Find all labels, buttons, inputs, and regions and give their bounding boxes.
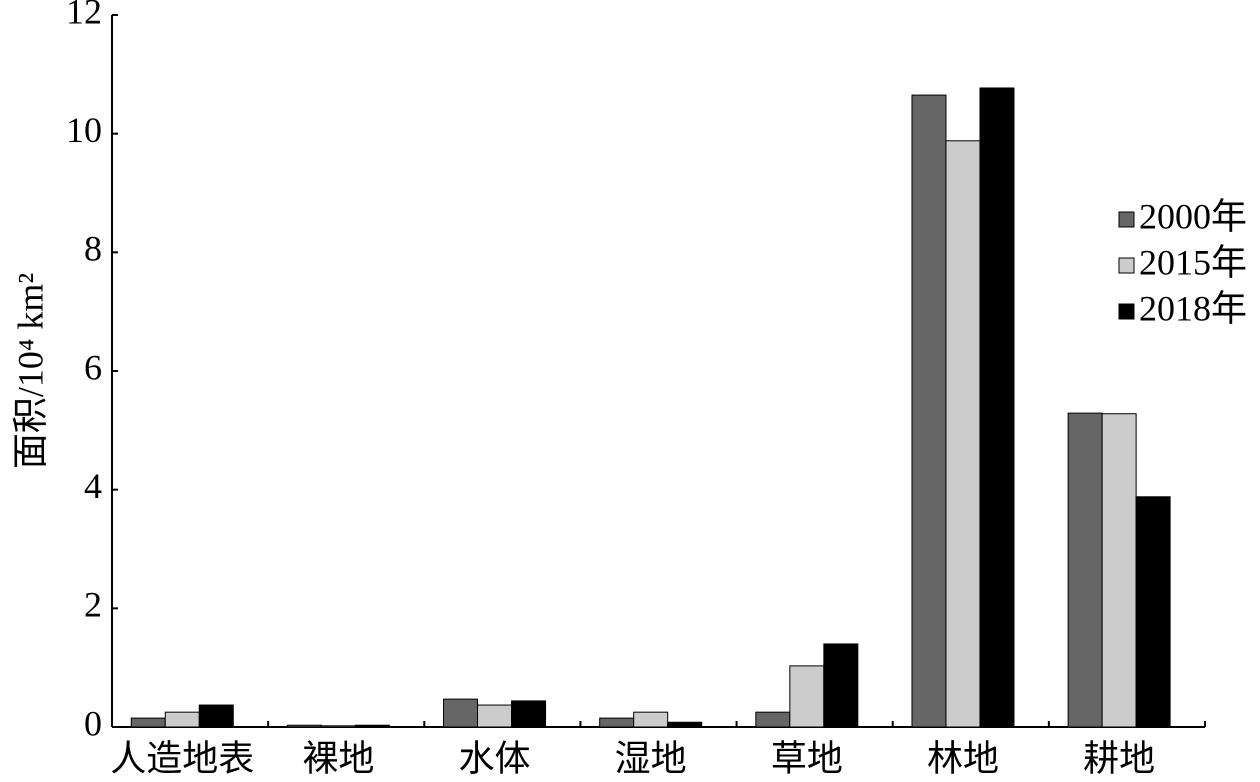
- bar: [789, 665, 825, 728]
- bar: [511, 700, 547, 728]
- y-tick-label: 2: [84, 585, 102, 625]
- bar: [198, 704, 234, 728]
- y-tick-label: 4: [84, 466, 102, 506]
- bar: [599, 717, 635, 728]
- bar: [633, 711, 669, 728]
- x-tick-label: 林地: [927, 738, 999, 778]
- y-tick-label: 10: [66, 110, 102, 150]
- bar: [164, 711, 200, 728]
- x-tick-label: 人造地表: [110, 738, 254, 778]
- legend-swatch: [1118, 211, 1135, 228]
- x-tick-label: 耕地: [1083, 738, 1155, 778]
- legend-swatch: [1118, 257, 1135, 274]
- bar: [130, 717, 166, 728]
- bar: [1135, 496, 1171, 728]
- bar: [286, 724, 322, 728]
- y-tick-label: 6: [84, 347, 102, 387]
- y-tick-label: 0: [84, 703, 102, 743]
- y-axis-label: 面积/10⁴ km²: [10, 273, 50, 469]
- bar: [477, 704, 513, 728]
- bar: [979, 87, 1015, 728]
- bar: [1101, 413, 1137, 728]
- bar: [945, 140, 981, 728]
- x-tick-label: 水体: [459, 738, 531, 778]
- y-tick-label: 12: [66, 0, 102, 31]
- bar: [354, 724, 390, 728]
- bar: [320, 725, 356, 728]
- legend-swatch: [1118, 303, 1135, 320]
- x-tick-label: 草地: [771, 738, 843, 778]
- bar: [911, 94, 947, 728]
- legend-label: 2015年: [1139, 242, 1247, 282]
- legend-label: 2018年: [1139, 288, 1247, 328]
- x-tick-label: 裸地: [302, 738, 374, 778]
- bar: [823, 643, 859, 728]
- x-tick-label: 湿地: [615, 738, 687, 778]
- bar: [755, 711, 791, 728]
- y-tick-label: 8: [84, 229, 102, 269]
- legend-label: 2000年: [1139, 196, 1247, 236]
- bar: [1067, 412, 1103, 728]
- bar: [443, 698, 479, 728]
- bar: [667, 721, 703, 728]
